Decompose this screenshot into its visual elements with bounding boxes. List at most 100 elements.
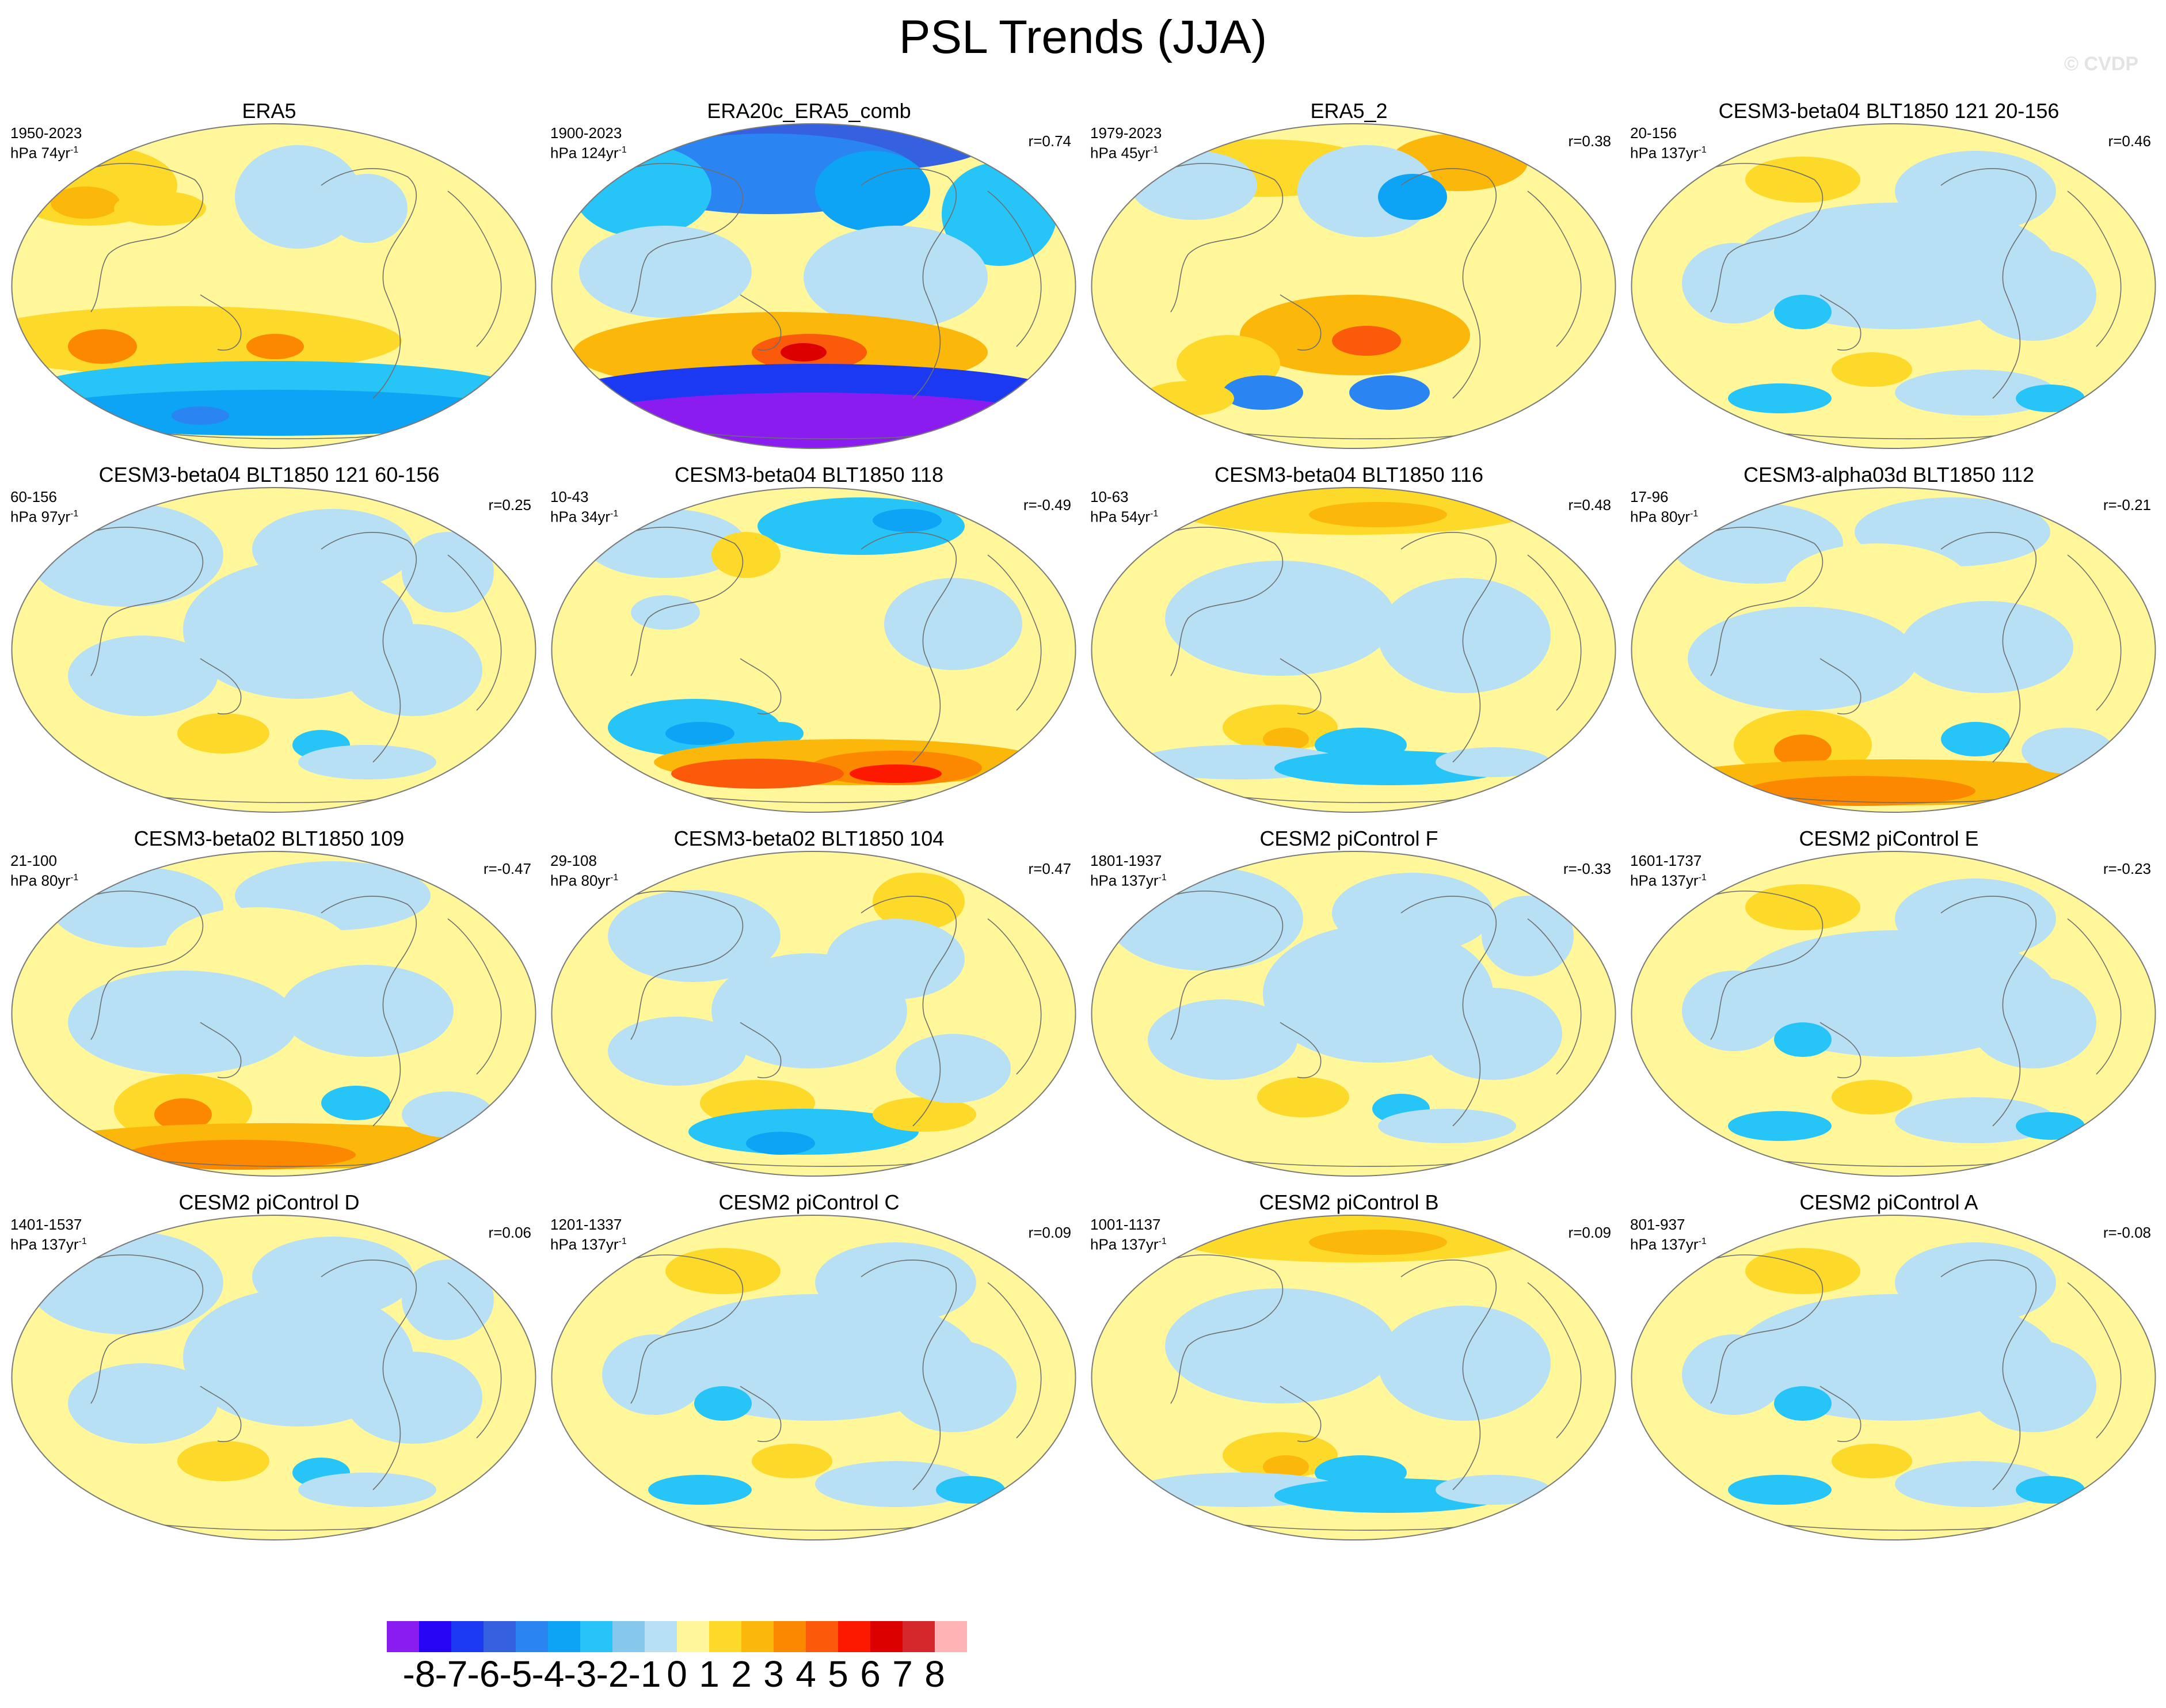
- field-contour: [1436, 747, 1551, 777]
- field-contour: [68, 1363, 218, 1444]
- field-contour: [2016, 1112, 2085, 1140]
- panel-correlation: r=0.25: [488, 496, 531, 513]
- coastline: [861, 532, 957, 763]
- panel-years: 29-108: [550, 852, 597, 869]
- map-border: [11, 123, 536, 449]
- panel-units-exponent: -1: [610, 873, 619, 882]
- panel-correlation: r=0.46: [2108, 132, 2151, 150]
- field-contour: [1148, 999, 1297, 1080]
- coastline: [861, 896, 957, 1127]
- map-panel: CESM2 piControl E 1601-1737 hPa 137yr-1 r=-…: [1620, 827, 2158, 1189]
- field-contour: [671, 759, 844, 789]
- coastline: [1159, 163, 1284, 313]
- map-border: [551, 851, 1076, 1177]
- colorbar-swatch: [838, 1621, 870, 1652]
- panel-years: 1950-2023: [10, 124, 82, 142]
- panel-units-text: hPa 137yr: [1090, 872, 1159, 889]
- field-contour: [1349, 375, 1430, 410]
- panel-title: CESM2 piControl C: [718, 1190, 900, 1214]
- panel-units-text: hPa 97yr: [10, 508, 71, 526]
- panel-correlation: r=-0.33: [1563, 860, 1611, 877]
- field-contour: [1165, 1288, 1395, 1403]
- panel-units: hPa 137yr-1: [550, 1233, 627, 1253]
- panel-units-exponent: -1: [70, 145, 79, 155]
- colorbar-label: 0: [667, 1653, 687, 1695]
- map-panel: CESM2 piControl C 1201-1337 hPa 137yr-1 r=0…: [540, 1190, 1078, 1553]
- map-panel: CESM2 piControl B 1001-1137 hPa 137yr-1 r=0…: [1080, 1190, 1618, 1553]
- panel-units-exponent: -1: [1158, 1237, 1167, 1246]
- panel-correlation: r=-0.08: [2103, 1224, 2151, 1241]
- panel-title: ERA5_2: [1310, 99, 1388, 123]
- field-contour: [68, 329, 137, 364]
- colorbar-label: 3: [763, 1653, 784, 1695]
- field-contour: [896, 1034, 1011, 1103]
- coastline: [200, 294, 242, 351]
- panel-units: hPa 34yr-1: [550, 505, 618, 526]
- panel-title: CESM3-beta04 BLT1850 118: [675, 463, 943, 486]
- colorbar-swatch: [548, 1621, 580, 1652]
- panel-units: hPa 137yr-1: [1090, 1233, 1167, 1253]
- map-panel: CESM3-beta02 BLT1850 104 29-108 hPa 80yr-1…: [540, 827, 1078, 1189]
- field-contour: [114, 191, 206, 226]
- coastline: [1699, 1254, 1824, 1404]
- panel-correlation: r=0.47: [1028, 860, 1071, 877]
- map-panel: ERA20c_ERA5_comb 1900-2023 hPa 124yr-1 r=0.…: [540, 99, 1078, 462]
- field-contour: [1378, 1306, 1551, 1421]
- coastline: [861, 168, 957, 399]
- field-contour: [1728, 1111, 1832, 1141]
- field-contour: [608, 1017, 746, 1086]
- trend-field: [1631, 1215, 2156, 1540]
- coastline: [1400, 168, 1497, 399]
- map-panel: CESM3-beta04 BLT1850 121 60-156 60-156 hPa…: [0, 463, 538, 826]
- coastline: [987, 1282, 1042, 1439]
- trend-field: [1091, 851, 1616, 1176]
- panel-correlation: r=0.48: [1568, 496, 1611, 513]
- coastline: [1819, 294, 1862, 351]
- panel-years: 1979-2023: [1090, 124, 1162, 142]
- field-contour: [246, 334, 304, 359]
- field-contour: [752, 1444, 832, 1478]
- map-border: [551, 487, 1076, 813]
- map-border: [1631, 851, 2156, 1177]
- map-border: [1631, 123, 2156, 449]
- map-panel: CESM2 piControl F 1801-1937 hPa 137yr-1 r=-…: [1080, 827, 1618, 1189]
- coastline: [2067, 1282, 2122, 1439]
- field-contour: [1895, 370, 2056, 416]
- map-border: [11, 851, 536, 1177]
- field-contour: [1728, 383, 1832, 413]
- panel-units: hPa 137yr-1: [10, 1233, 87, 1253]
- panel-units-text: hPa 124yr: [550, 144, 619, 162]
- field-contour: [1895, 1097, 2056, 1143]
- coastline: [619, 527, 744, 676]
- field-contour: [172, 406, 229, 425]
- coastline: [1527, 191, 1582, 347]
- map-border: [1091, 123, 1616, 449]
- coastline: [447, 191, 502, 347]
- field-contour: [327, 174, 408, 243]
- field-contour: [1482, 896, 1574, 976]
- field-contour: [757, 722, 804, 745]
- colorbar-swatch: [741, 1621, 774, 1652]
- field-contour: [781, 343, 827, 362]
- field-contour: [815, 151, 930, 231]
- panel-title: CESM3-beta04 BLT1850 116: [1215, 463, 1483, 486]
- field-contour: [631, 595, 700, 630]
- field-contour: [1774, 735, 1832, 767]
- panel-years: 60-156: [10, 488, 57, 505]
- colorbar-label: -7: [435, 1653, 468, 1695]
- watermark: © CVDP: [2064, 53, 2138, 75]
- field-contour: [1424, 988, 1562, 1080]
- coastline: [79, 163, 204, 313]
- field-contour: [804, 226, 988, 329]
- coastline: [740, 658, 782, 714]
- trend-field: [12, 851, 536, 1176]
- map-panel-12: [1631, 851, 2156, 1177]
- colorbar-label: -6: [467, 1653, 500, 1695]
- field-contour: [873, 509, 942, 532]
- map-panel: CESM3-beta04 BLT1850 116 10-63 hPa 54yr-1 r…: [1080, 463, 1618, 826]
- panel-correlation: r=-0.49: [1023, 496, 1071, 513]
- field-contour: [68, 636, 218, 716]
- colorbar-swatch: [935, 1621, 967, 1652]
- field-contour: [665, 722, 734, 745]
- coastline: [861, 1260, 957, 1490]
